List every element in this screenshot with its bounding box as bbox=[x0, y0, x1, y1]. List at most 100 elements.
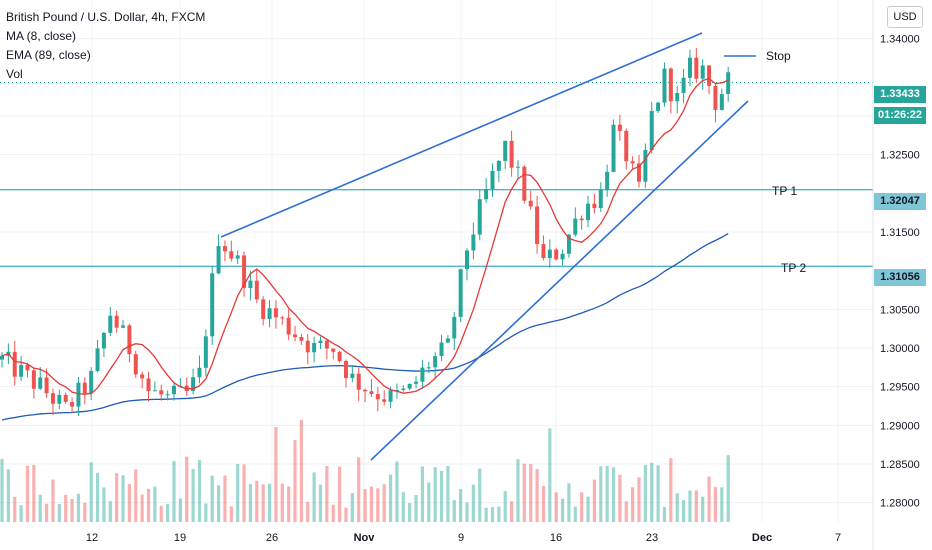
volume-bar bbox=[210, 475, 214, 522]
volume-bar bbox=[363, 489, 367, 522]
y-tick-label: 1.29500 bbox=[880, 382, 920, 394]
volume-bar bbox=[51, 479, 55, 522]
volume-bar bbox=[478, 468, 482, 522]
candle-body bbox=[273, 308, 278, 318]
candle-body bbox=[152, 390, 157, 392]
tp2-label: TP 2 bbox=[781, 261, 806, 275]
volume-bar bbox=[631, 487, 635, 522]
volume-bar bbox=[89, 462, 93, 522]
lower-trendline[interactable] bbox=[370, 100, 749, 461]
candle-body bbox=[305, 340, 310, 353]
candle-body bbox=[656, 102, 661, 112]
candle-body bbox=[407, 383, 412, 389]
volume-bar bbox=[153, 486, 157, 522]
volume-bar bbox=[115, 473, 119, 522]
legend-ema[interactable]: EMA (89, close) bbox=[6, 48, 91, 62]
candle-body bbox=[121, 325, 126, 328]
candle-body bbox=[261, 299, 266, 319]
currency-button[interactable]: USD bbox=[887, 6, 923, 28]
candle-body bbox=[675, 93, 680, 102]
y-tick-label: 1.30000 bbox=[880, 343, 920, 355]
candle-body bbox=[560, 253, 565, 260]
volume-bar bbox=[560, 498, 565, 522]
candle-body bbox=[426, 367, 431, 369]
y-tick-label: 1.31500 bbox=[880, 227, 920, 239]
candle-body bbox=[267, 308, 272, 319]
volume-bar bbox=[567, 483, 571, 522]
candle-body bbox=[375, 394, 380, 400]
legend-vol[interactable]: Vol bbox=[6, 67, 23, 81]
candle-body bbox=[700, 65, 705, 79]
volume-bar bbox=[25, 465, 30, 522]
volume-bar bbox=[694, 490, 698, 522]
volume-bar bbox=[452, 500, 456, 522]
volume-bar bbox=[713, 487, 718, 522]
volume-bar bbox=[216, 485, 221, 522]
volume-bar bbox=[599, 466, 603, 522]
candle-body bbox=[509, 140, 514, 168]
candle-body bbox=[668, 68, 673, 102]
volume-bar bbox=[592, 479, 597, 522]
candle-body bbox=[44, 377, 49, 394]
candle-body bbox=[248, 280, 253, 288]
x-tick-label: 23 bbox=[646, 532, 658, 544]
candle-body bbox=[38, 377, 43, 389]
horizontal-levels[interactable] bbox=[0, 82, 873, 267]
volume-bars bbox=[0, 419, 730, 522]
volume-bar bbox=[446, 465, 450, 522]
x-tick-label: 9 bbox=[458, 532, 464, 544]
upper-trendline[interactable] bbox=[220, 32, 703, 238]
volume-bar bbox=[350, 493, 354, 522]
candlesticks bbox=[0, 47, 731, 416]
volume-bar bbox=[497, 506, 501, 522]
candle-body bbox=[649, 111, 654, 151]
candle-body bbox=[707, 65, 712, 86]
candle-body bbox=[363, 389, 368, 392]
x-tick-label: 16 bbox=[550, 532, 562, 544]
volume-bar bbox=[624, 501, 628, 522]
candle-body bbox=[203, 336, 208, 368]
volume-bar bbox=[541, 486, 546, 522]
x-tick-label: 19 bbox=[174, 532, 186, 544]
candle-body bbox=[719, 94, 724, 110]
candle-body bbox=[458, 269, 463, 317]
candle-body bbox=[235, 255, 240, 259]
volume-bar bbox=[357, 457, 361, 522]
volume-bar bbox=[605, 466, 609, 522]
candle-body bbox=[643, 150, 648, 182]
trendlines[interactable] bbox=[220, 32, 756, 461]
y-tick-label: 1.34000 bbox=[880, 34, 920, 46]
candle-body bbox=[229, 251, 234, 259]
candle-body bbox=[522, 166, 527, 201]
y-tick-label: 1.28500 bbox=[880, 459, 920, 471]
x-tick-label: 12 bbox=[86, 532, 98, 544]
volume-bar bbox=[159, 505, 163, 522]
candle-body bbox=[0, 355, 4, 360]
volume-bar bbox=[522, 463, 526, 522]
volume-bar bbox=[401, 492, 405, 522]
volume-bar bbox=[611, 467, 616, 522]
candle-body bbox=[637, 163, 641, 182]
volume-bar bbox=[102, 487, 106, 522]
time-axis[interactable]: 12 19 26 Nov 9 16 23 Dec 7 bbox=[86, 532, 841, 544]
volume-bar bbox=[299, 419, 303, 522]
price-axis[interactable]: 1.28000 1.28500 1.29000 1.29500 1.30000 1.305… bbox=[880, 34, 920, 510]
volume-bar bbox=[6, 469, 10, 522]
candle-body bbox=[547, 249, 552, 259]
candle-body bbox=[254, 280, 259, 300]
volume-bar bbox=[32, 464, 36, 522]
candle-body bbox=[356, 373, 361, 390]
candle-body bbox=[82, 382, 87, 394]
volume-bar bbox=[287, 486, 291, 522]
volume-bar bbox=[637, 477, 641, 522]
current-price-tag: 1.33433 bbox=[874, 86, 926, 103]
tp1-label: TP 1 bbox=[772, 184, 797, 198]
volume-bar bbox=[554, 492, 558, 522]
candle-body bbox=[280, 317, 285, 319]
volume-bar bbox=[204, 503, 208, 522]
legend-ma[interactable]: MA (8, close) bbox=[6, 29, 77, 43]
candle-body bbox=[331, 348, 336, 352]
stop-label: Stop bbox=[766, 49, 791, 63]
volume-bar bbox=[669, 458, 673, 522]
